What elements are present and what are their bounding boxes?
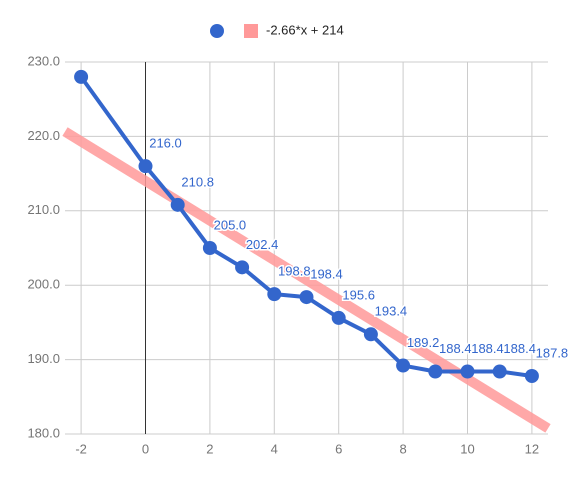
point — [331, 310, 346, 325]
legend-swatch — [244, 24, 258, 38]
legend-swatch — [210, 24, 224, 38]
x-tick-label: 10 — [460, 441, 474, 456]
y-tick-label: 230.0 — [27, 53, 60, 68]
y-tick-label: 220.0 — [27, 128, 60, 143]
data-label: 198.4 — [310, 267, 343, 282]
y-tick-label: 180.0 — [27, 425, 60, 440]
point — [202, 241, 217, 255]
x-tick-label: 6 — [335, 441, 342, 456]
point — [492, 364, 507, 379]
y-tick-label: 190.0 — [27, 351, 60, 366]
data-label: 202.4 — [246, 237, 279, 252]
trendline — [62, 127, 551, 433]
series-line — [79, 75, 533, 378]
point — [170, 197, 185, 212]
data-label: 216.0 — [149, 136, 182, 151]
point — [267, 287, 282, 302]
data-label: 188.4 — [471, 341, 504, 356]
data-label: 189.2 — [407, 335, 440, 350]
point — [396, 358, 411, 373]
y-tick-label: 200.0 — [27, 277, 60, 292]
data-label: 195.6 — [342, 287, 375, 302]
point — [235, 260, 250, 275]
x-tick-label: 8 — [399, 441, 406, 456]
legend-label: -2.66*x + 214 — [266, 22, 344, 37]
point — [363, 327, 378, 342]
y-tick-label: 210.0 — [27, 202, 60, 217]
data-label: 193.4 — [375, 304, 408, 319]
data-label: 188.4 — [439, 341, 472, 356]
point — [460, 364, 475, 379]
point — [428, 364, 443, 379]
data-label: 205.0 — [214, 217, 247, 232]
point — [524, 368, 539, 383]
x-tick-label: 0 — [142, 441, 149, 456]
point — [299, 290, 314, 305]
x-tick-label: 4 — [271, 441, 278, 456]
point — [74, 69, 89, 84]
point — [138, 159, 153, 174]
data-label: 198.8 — [278, 264, 311, 279]
x-tick-label: -2 — [75, 441, 87, 456]
x-tick-label: 12 — [525, 441, 539, 456]
x-tick-label: 2 — [206, 441, 213, 456]
data-label: 188.4 — [503, 341, 536, 356]
data-label: 210.8 — [181, 174, 214, 189]
data-label: 187.8 — [536, 345, 568, 360]
